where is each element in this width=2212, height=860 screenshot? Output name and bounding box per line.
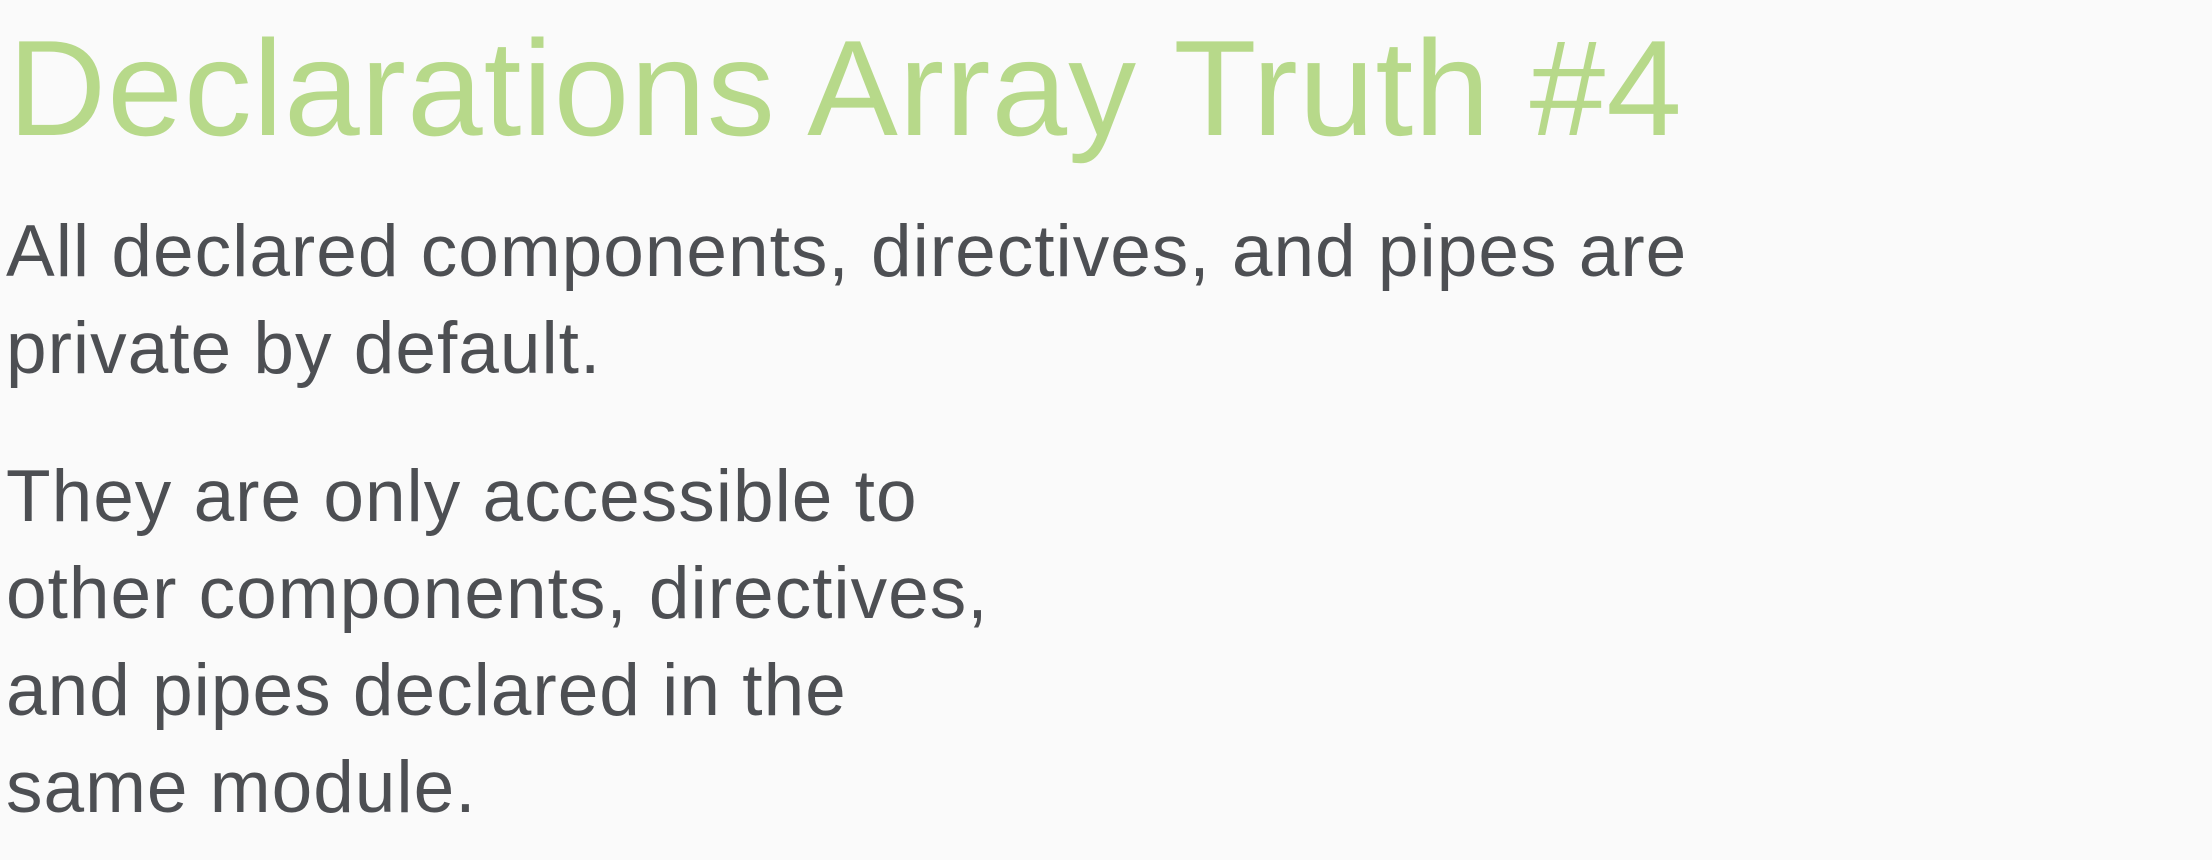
paragraph-line: All declared components, directives, and… bbox=[6, 211, 1688, 292]
slide-title: Declarations Array Truth #4 bbox=[8, 12, 1683, 164]
slide-paragraph-accessibility: They are only accessible to other compon… bbox=[6, 448, 1306, 836]
paragraph-line: They are only accessible to bbox=[6, 456, 918, 537]
paragraph-line: same module. bbox=[6, 747, 477, 828]
paragraph-line: and pipes declared in the bbox=[6, 650, 847, 731]
paragraph-line: other components, directives, bbox=[6, 553, 989, 634]
paragraph-line: private by default. bbox=[6, 308, 602, 389]
slide-paragraph-private-by-default: All declared components, directives, and… bbox=[6, 203, 2106, 397]
